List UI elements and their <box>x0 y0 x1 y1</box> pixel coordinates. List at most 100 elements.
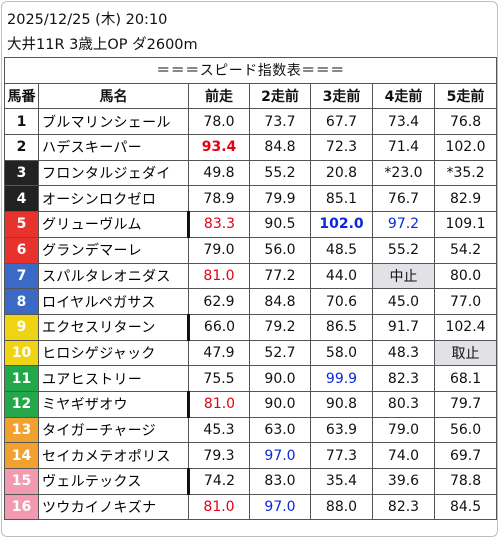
horse-number-cell: 15 <box>4 468 39 495</box>
speed-index-cell: 79.2 <box>249 313 311 341</box>
speed-index-cell: 90.0 <box>249 365 311 392</box>
speed-index-cell: 52.7 <box>249 339 311 367</box>
speed-index-table: ＝＝＝スピード指数表＝＝＝ 馬番 馬名 前走 2走前 3走前 4走前 5走前 1… <box>3 57 498 521</box>
speed-index-cell: 82.3 <box>372 493 435 521</box>
col-header-5-races-ago: 5走前 <box>433 82 498 110</box>
speed-index-cell: 82.3 <box>372 365 435 392</box>
table-row: 16 ツウカイノキズナ 81.0 97.0 88.0 82.3 84.5 <box>4 493 498 521</box>
speed-index-cell: 77.0 <box>433 288 498 315</box>
horse-name-cell: グランデマーレ <box>38 236 189 264</box>
horse-number-cell: 7 <box>4 262 39 290</box>
speed-index-cell: 68.1 <box>433 365 498 392</box>
speed-index-cell: 79.7 <box>433 390 498 418</box>
col-header-name: 馬名 <box>38 82 189 110</box>
table-row: 10 ヒロシゲジャック 47.9 52.7 58.0 48.3 取止 <box>4 339 498 367</box>
race-info-label: 大井11R 3歳上OP ダ2600m <box>7 37 198 53</box>
horse-name-cell: セイカメテオポリス <box>38 442 189 469</box>
horse-number-cell: 8 <box>4 288 39 315</box>
speed-index-cell: 63.9 <box>310 416 373 444</box>
table-row: 5 グリューヴルム 83.3 90.5 102.0 97.2 109.1 <box>4 211 498 238</box>
horse-name-cell: ハデスキーパー <box>38 134 189 161</box>
horse-number-cell: 12 <box>4 390 39 418</box>
speed-index-cell: 79.9 <box>249 185 311 213</box>
speed-index-cell: 45.0 <box>372 288 435 315</box>
speed-index-cell: 78.0 <box>188 108 250 136</box>
horse-number-cell: 5 <box>4 211 39 238</box>
col-header-3-races-ago: 3走前 <box>310 82 373 110</box>
horse-name-cell: フロンタルジェダイ <box>38 159 189 187</box>
speed-index-cell: 81.0 <box>188 390 250 418</box>
speed-index-cell: 39.6 <box>372 468 435 495</box>
speed-index-cell: 76.8 <box>433 108 498 136</box>
speed-index-cell: 55.2 <box>372 236 435 264</box>
speed-index-cell: 56.0 <box>433 416 498 444</box>
speed-index-cell: 78.8 <box>433 468 498 495</box>
horse-name-cell: エクセスリターン <box>38 313 190 341</box>
speed-index-cell: 63.0 <box>249 416 311 444</box>
speed-index-cell: 中止 <box>372 262 435 290</box>
horse-name-cell: オーシンロクゼロ <box>38 185 189 213</box>
speed-index-cell: 47.9 <box>188 339 250 367</box>
speed-index-cell: 69.7 <box>433 442 498 469</box>
speed-index-cell: 102.0 <box>433 134 498 161</box>
horse-name-cell: ブルマリンシェール <box>38 108 189 136</box>
horse-name-cell: ロイヤルペガサス <box>38 288 189 315</box>
horse-number-cell: 6 <box>4 236 39 264</box>
horse-number-cell: 13 <box>4 416 39 444</box>
speed-index-cell: 20.8 <box>310 159 373 187</box>
speed-index-cell: 76.7 <box>372 185 435 213</box>
table-row: 11 ユアヒストリー 75.5 90.0 99.9 82.3 68.1 <box>4 365 498 392</box>
speed-index-cell: 83.3 <box>188 211 250 238</box>
horse-name-cell: グリューヴルム <box>38 211 190 238</box>
horse-name-cell: ヴェルテックス <box>38 468 190 495</box>
table-row: 12 ミヤギザオウ 81.0 90.0 90.8 80.3 79.7 <box>4 390 498 418</box>
speed-index-cell: 83.0 <box>249 468 311 495</box>
speed-index-cell: 80.3 <box>372 390 435 418</box>
speed-index-cell: 90.5 <box>249 211 311 238</box>
col-header-4-races-ago: 4走前 <box>372 82 435 110</box>
table-row: 9 エクセスリターン 66.0 79.2 86.5 91.7 102.4 <box>4 313 498 341</box>
horse-number-cell: 9 <box>4 313 39 341</box>
speed-index-cell: 93.4 <box>188 134 250 161</box>
speed-index-cell: 75.5 <box>188 365 250 392</box>
speed-index-cell: 73.7 <box>249 108 311 136</box>
speed-index-cell: 58.0 <box>310 339 373 367</box>
table-row: 6 グランデマーレ 79.0 56.0 48.5 55.2 54.2 <box>4 236 498 264</box>
speed-index-cell: 81.0 <box>188 262 250 290</box>
speed-index-cell: 78.9 <box>188 185 250 213</box>
horse-number-cell: 16 <box>4 493 39 521</box>
table-row: 15 ヴェルテックス 74.2 83.0 35.4 39.6 78.8 <box>4 468 498 495</box>
horse-number-cell: 2 <box>4 134 39 161</box>
speed-index-cell: 54.2 <box>433 236 498 264</box>
speed-index-cell: 77.3 <box>310 442 373 469</box>
horse-name-cell: ユアヒストリー <box>38 365 189 392</box>
speed-index-cell: 44.0 <box>310 262 373 290</box>
speed-index-cell: 99.9 <box>310 365 373 392</box>
horse-name-cell: ミヤギザオウ <box>38 390 190 418</box>
speed-index-cell: 97.0 <box>249 442 311 469</box>
col-header-2-races-ago: 2走前 <box>249 82 311 110</box>
speed-index-cell: 48.5 <box>310 236 373 264</box>
horse-number-cell: 11 <box>4 365 39 392</box>
horse-name-cell: スパルタレオニダス <box>38 262 189 290</box>
speed-index-cell: 62.9 <box>188 288 250 315</box>
speed-index-cell: 56.0 <box>249 236 311 264</box>
speed-index-cell: 45.3 <box>188 416 250 444</box>
speed-index-cell: 86.5 <box>310 313 373 341</box>
speed-index-cell: 84.8 <box>249 134 311 161</box>
horse-number-cell: 14 <box>4 442 39 469</box>
speed-index-cell: 77.2 <box>249 262 311 290</box>
speed-index-cell: 80.0 <box>433 262 498 290</box>
table-row: 14 セイカメテオポリス 79.3 97.0 77.3 74.0 69.7 <box>4 442 498 469</box>
horse-number-cell: 3 <box>4 159 39 187</box>
table-row: 7 スパルタレオニダス 81.0 77.2 44.0 中止 80.0 <box>4 262 498 290</box>
speed-index-cell: 84.8 <box>249 288 311 315</box>
speed-index-cell: *35.2 <box>433 159 498 187</box>
speed-index-cell: 79.3 <box>188 442 250 469</box>
speed-index-cell: 72.3 <box>310 134 373 161</box>
speed-index-cell: 79.0 <box>188 236 250 264</box>
speed-index-cell: 74.0 <box>372 442 435 469</box>
speed-index-cell: 66.0 <box>188 313 250 341</box>
speed-index-cell: 70.6 <box>310 288 373 315</box>
speed-index-cell: 109.1 <box>433 211 498 238</box>
